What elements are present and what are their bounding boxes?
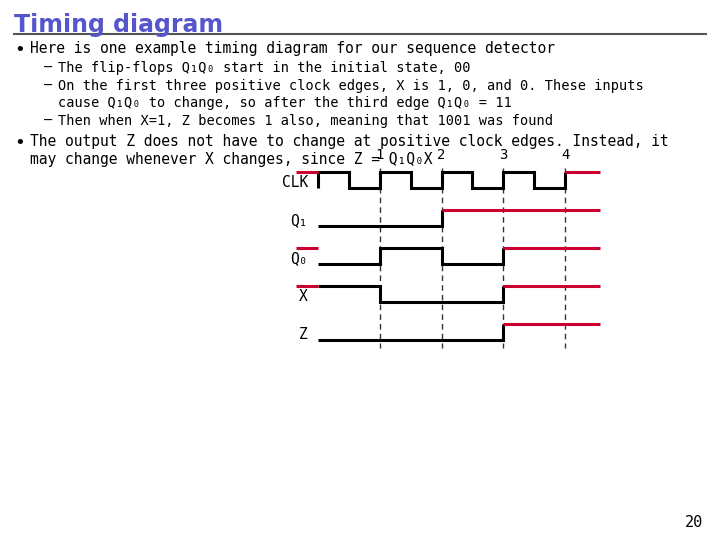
Text: •: • — [14, 134, 24, 152]
Text: The output Z does not have to change at positive clock edges. Instead, it: The output Z does not have to change at … — [30, 134, 669, 149]
Text: •: • — [14, 41, 24, 59]
Text: Q₁: Q₁ — [290, 213, 308, 228]
Text: On the first three positive clock edges, X is 1, 0, and 0. These inputs: On the first three positive clock edges,… — [58, 79, 644, 93]
Text: Timing diagram: Timing diagram — [14, 13, 223, 37]
Text: 1: 1 — [376, 148, 384, 162]
Text: cause Q₁Q₀ to change, so after the third edge Q₁Q₀ = 11: cause Q₁Q₀ to change, so after the third… — [58, 96, 512, 110]
Text: 3: 3 — [499, 148, 508, 162]
Text: Z: Z — [300, 327, 308, 342]
Text: Then when X=1, Z becomes 1 also, meaning that 1001 was found: Then when X=1, Z becomes 1 also, meaning… — [58, 114, 553, 128]
Text: Q₀: Q₀ — [290, 251, 308, 266]
Text: The flip-flops Q₁Q₀ start in the initial state, 00: The flip-flops Q₁Q₀ start in the initial… — [58, 61, 470, 75]
Text: 4: 4 — [561, 148, 570, 162]
Text: Here is one example timing diagram for our sequence detector: Here is one example timing diagram for o… — [30, 41, 555, 56]
Text: –: – — [44, 61, 53, 75]
Text: –: – — [44, 79, 53, 93]
Text: may change whenever X changes, since Z = Q₁Q₀X: may change whenever X changes, since Z =… — [30, 152, 433, 167]
Text: CLK: CLK — [282, 175, 308, 190]
Text: X: X — [300, 289, 308, 304]
Text: 2: 2 — [437, 148, 446, 162]
Text: 20: 20 — [685, 515, 703, 530]
Text: –: – — [44, 114, 53, 128]
